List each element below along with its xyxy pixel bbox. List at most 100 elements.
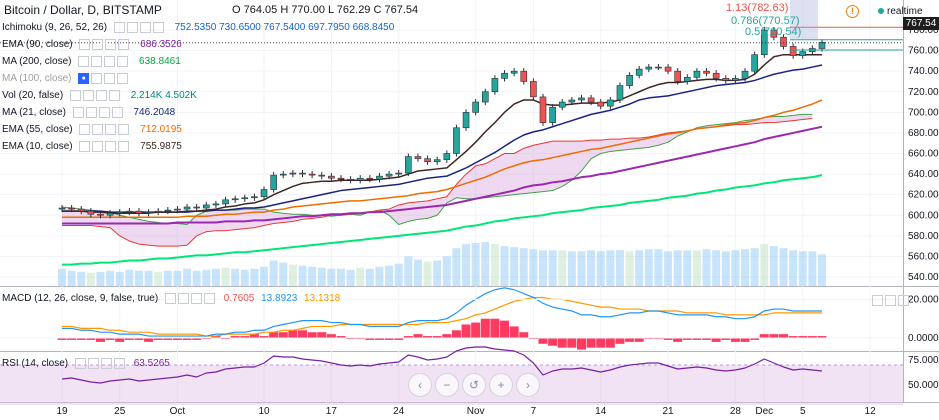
indicator-ema55[interactable]: EMA (55, close) 712.0195 [2, 124, 182, 138]
macd-histogram-bar [682, 338, 692, 340]
volume-bar [750, 248, 759, 286]
candle-body [87, 210, 95, 215]
macd-histogram-bar [307, 332, 317, 338]
indicator-values: 2.214K 4.502K [130, 90, 197, 102]
alert-icon[interactable]: ! [846, 5, 859, 18]
time-tick-label: 12 [865, 406, 877, 417]
candle-body [655, 66, 662, 69]
candle-body [299, 172, 306, 175]
volume-bar [106, 270, 115, 286]
candle-body [347, 178, 354, 181]
rsi-name: RSI (14, close) [2, 358, 69, 370]
indicator-controls[interactable] [78, 56, 130, 67]
macd-histogram-bar [288, 330, 298, 338]
price-tick-label: 640.00 [908, 169, 939, 180]
indicator-controls[interactable] [79, 124, 131, 135]
macd-histogram-bar [105, 338, 115, 340]
volume-bar [86, 272, 95, 286]
time-tick-label: 10 [258, 406, 270, 417]
macd-histogram-bar [798, 336, 808, 338]
macd-histogram-bar [432, 336, 442, 338]
reset-button[interactable]: ↺ [462, 373, 486, 397]
volume-bar [452, 248, 461, 286]
candle-body [270, 174, 277, 190]
status-dot-icon [878, 8, 884, 15]
macd-tick-label: 20.0000 [908, 294, 939, 305]
volume-bar [134, 270, 143, 286]
candle-body [424, 158, 431, 163]
volume-bar [519, 248, 528, 286]
scroll-left-button[interactable]: ‹ [408, 373, 432, 397]
volume-bar [462, 244, 471, 286]
indicator-ema10[interactable]: EMA (10, close) 755.9875 [2, 141, 182, 155]
macd-histogram-bar [548, 338, 558, 346]
macd-histogram-bar [557, 338, 567, 348]
candle-body [68, 207, 75, 210]
scroll-right-button[interactable]: › [516, 373, 540, 397]
volume-bar [510, 247, 519, 286]
macd-histogram-bar [576, 338, 586, 350]
volume-bar [490, 244, 499, 286]
indicator-ma200[interactable]: MA (200, close) 638.8461 [2, 56, 181, 70]
price-tick-label: 600.00 [908, 210, 939, 221]
macd-histogram-bar [384, 338, 394, 340]
volume-bar [240, 269, 249, 286]
indicator-controls[interactable]: ● [78, 73, 130, 84]
volume-bar [356, 267, 365, 286]
volume-bar [654, 249, 663, 286]
candle-body [328, 175, 335, 179]
price-tick-label: 560.00 [908, 251, 939, 262]
rsi-legend[interactable]: RSI (14, close) 63.5265 [2, 358, 170, 369]
macd-histogram-bar [413, 334, 423, 338]
macd-legend[interactable]: MACD (12, 26, close, 9, false, true) 0.7… [2, 293, 340, 304]
candle-body [703, 70, 710, 74]
fib-zone [790, 0, 818, 40]
macd-value-1: 0.7605 [223, 293, 255, 305]
zoom-out-button[interactable]: − [435, 373, 459, 397]
time-tick-label: 28 [730, 406, 742, 417]
macd-histogram-bar [625, 338, 635, 342]
macd-histogram-bar [211, 336, 221, 338]
indicator-name: Vol (20, false) [2, 90, 64, 102]
candle-body [818, 42, 826, 49]
indicator-controls[interactable] [79, 141, 131, 152]
price-tick-label: 760.00 [908, 46, 939, 57]
price-tick-label: 540.00 [908, 272, 939, 283]
rsi-controls[interactable] [74, 358, 127, 369]
macd-histogram-bar [172, 338, 182, 340]
indicator-ma100[interactable]: MA (100, close) ● [2, 73, 130, 87]
macd-value-3: 13.1318 [304, 293, 341, 305]
macd-histogram-bar [567, 338, 577, 348]
macd-line [62, 287, 822, 337]
candle-body [356, 177, 364, 181]
indicator-controls[interactable] [72, 107, 125, 118]
indicator-name: MA (200, close) [2, 56, 72, 68]
macd-controls[interactable] [164, 293, 217, 304]
macd-histogram-bar [451, 330, 461, 338]
volume-bar [692, 250, 701, 286]
ohlc-readout: O 764.05 H 770.00 L 762.29 C 767.54 [232, 4, 419, 16]
volume-bar [404, 256, 413, 286]
candle-body [539, 96, 547, 123]
zoom-in-button[interactable]: + [489, 373, 513, 397]
volume-bar [375, 266, 384, 286]
indicator-volume[interactable]: Vol (20, false) 2.214K 4.502K [2, 90, 197, 104]
pane-controls[interactable] [872, 293, 911, 311]
volume-bar [346, 269, 355, 286]
rsi-tick-label: 75.0000 [908, 355, 939, 366]
macd-histogram-bar [615, 338, 625, 344]
indicator-ema90[interactable]: EMA (90, close) 686.3526 [2, 39, 182, 53]
candle-body [530, 81, 537, 98]
indicator-ma21[interactable]: MA (21, close) 746.2048 [2, 107, 175, 121]
indicator-controls[interactable] [69, 90, 122, 101]
macd-histogram-bar [673, 338, 683, 342]
indicator-name: Ichimoku (9, 26, 52, 26) [2, 22, 108, 34]
volume-bar [260, 266, 269, 286]
macd-histogram-bar [500, 320, 510, 338]
macd-histogram-bar [471, 322, 481, 338]
indicator-controls[interactable] [79, 39, 131, 50]
indicator-ichimoku[interactable]: Ichimoku (9, 26, 52, 26) 752.5350 730.65… [2, 22, 394, 36]
macd-histogram-bar [730, 338, 740, 342]
indicator-controls[interactable] [113, 22, 166, 33]
